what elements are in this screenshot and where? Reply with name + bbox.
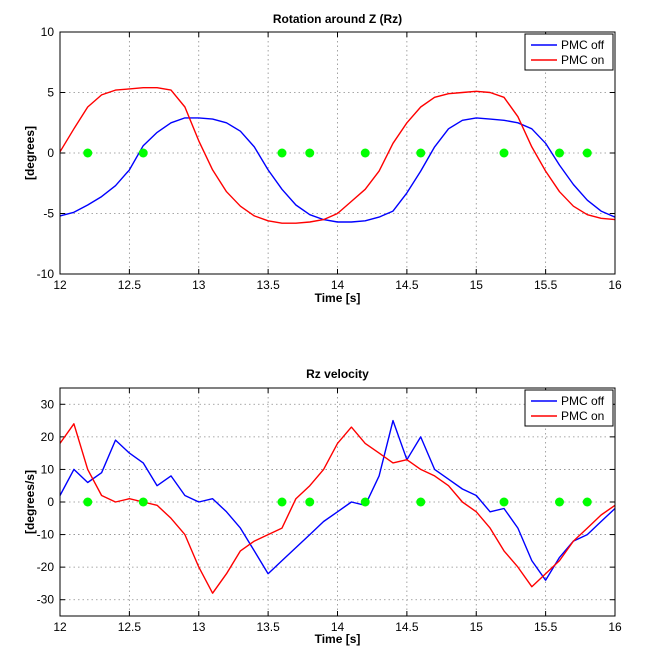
axes-frame: [59, 387, 616, 617]
x-tick-label: 15.5: [534, 620, 558, 634]
y-tick-label: 10: [41, 25, 55, 39]
y-tick-label: 0: [47, 146, 54, 160]
chart-title: Rz velocity: [306, 367, 369, 381]
series-line-pmc-on: [59, 87, 616, 224]
legend-box: [524, 33, 614, 71]
x-tick-label: 14: [331, 278, 345, 292]
y-tick-label: 0: [47, 495, 54, 509]
chart-title: Rotation around Z (Rz): [273, 12, 402, 26]
marker-point: [83, 148, 93, 158]
legend-label: PMC off: [561, 394, 605, 408]
marker-point: [305, 148, 315, 158]
marker-point: [138, 148, 148, 158]
x-tick-label: 14: [331, 620, 345, 634]
legend-box: [524, 389, 614, 427]
y-tick-label: -10: [37, 267, 55, 281]
marker-point: [582, 148, 592, 158]
x-tick-label: 13: [192, 620, 206, 634]
x-tick-label: 13: [192, 278, 206, 292]
x-axis-label: Time [s]: [315, 632, 361, 646]
series-line-pmc-off: [59, 117, 616, 223]
legend-label: PMC on: [561, 409, 604, 423]
x-tick-label: 16: [608, 278, 622, 292]
series-line-pmc-off: [59, 419, 616, 581]
marker-point: [277, 497, 287, 507]
x-tick-label: 12.5: [118, 278, 142, 292]
x-tick-label: 14.5: [395, 620, 419, 634]
y-tick-label: 30: [41, 397, 55, 411]
series-line-pmc-on: [59, 423, 616, 594]
x-tick-label: 15: [470, 278, 484, 292]
y-axis-label: [degrees/s]: [23, 470, 37, 534]
plot-area: [60, 32, 615, 274]
y-tick-label: 20: [41, 430, 55, 444]
chart-rz-velocity: 12 12.5 13 13.5 14 14.5 15 15.5 16 -30 -20 -10 0 10 20…: [23, 367, 622, 646]
x-tick-label: 15.5: [534, 278, 558, 292]
x-tick-label: 12: [53, 278, 67, 292]
legend-label: PMC off: [561, 38, 605, 52]
x-tick-label: 15: [470, 620, 484, 634]
x-tick-label: 12: [53, 620, 67, 634]
x-tick-label: 14.5: [395, 278, 419, 292]
x-tick-label: 13.5: [256, 620, 280, 634]
marker-point: [499, 148, 509, 158]
x-tick-label: 16: [608, 620, 622, 634]
marker-point: [582, 497, 592, 507]
chart-rotation-rz: 12 12.5 13 13.5 14 14.5 15 15.5 16 -10 -5 0 5 10 Rotat…: [23, 12, 622, 305]
x-tick-label: 13.5: [256, 278, 280, 292]
y-tick-label: -20: [37, 560, 55, 574]
marker-point: [138, 497, 148, 507]
y-tick-label: 10: [41, 462, 55, 476]
marker-point: [360, 148, 370, 158]
marker-point: [555, 497, 564, 507]
axes-frame: [59, 31, 616, 275]
marker-point: [416, 497, 426, 507]
y-axis-label: [degrees]: [23, 126, 37, 180]
x-tick-label: 12.5: [118, 620, 142, 634]
marker-point: [360, 497, 370, 507]
y-tick-label: -30: [37, 593, 55, 607]
y-tick-label: -5: [43, 207, 54, 221]
y-tick-label: -10: [37, 528, 55, 542]
marker-point: [416, 148, 426, 158]
legend-label: PMC on: [561, 53, 604, 67]
marker-point: [305, 497, 315, 507]
marker-point: [83, 497, 93, 507]
marker-point: [277, 148, 287, 158]
marker-point: [499, 497, 509, 507]
marker-point: [555, 148, 564, 158]
x-axis-label: Time [s]: [315, 291, 361, 305]
y-tick-label: 5: [47, 86, 54, 100]
